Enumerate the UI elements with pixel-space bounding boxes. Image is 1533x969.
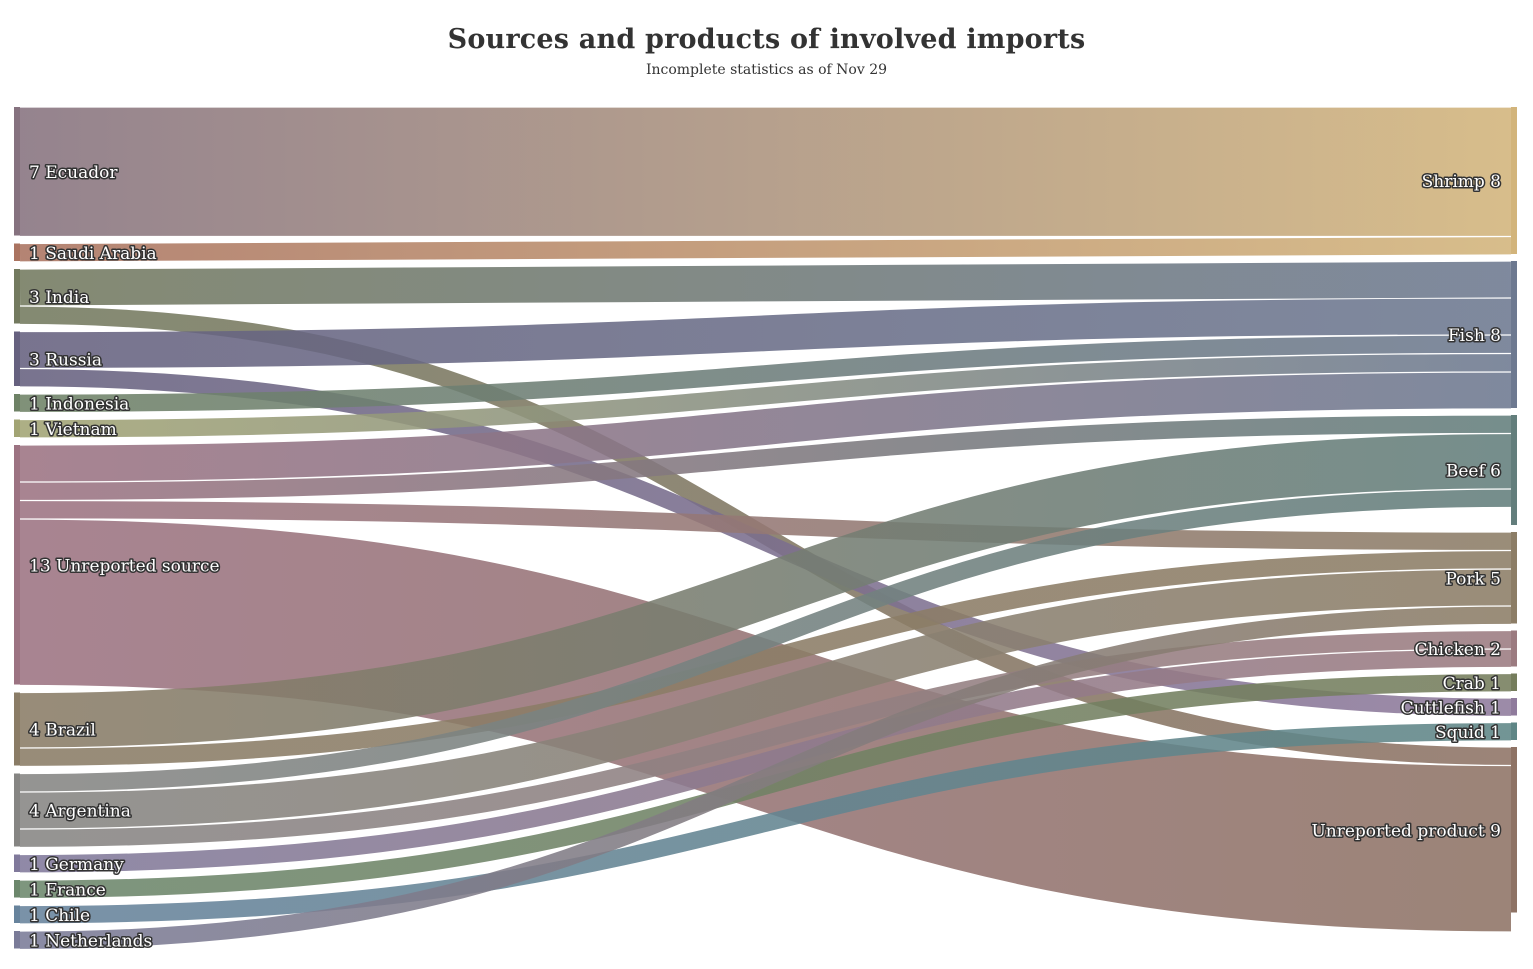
link-argentina-to-chicken bbox=[19, 631, 1512, 847]
link-saudi-arabia-to-shrimp bbox=[19, 237, 1512, 262]
label-chile: 1 Chile bbox=[29, 906, 90, 926]
label-chicken: Chicken 2 bbox=[1415, 640, 1501, 660]
link-netherlands-to-pork bbox=[19, 606, 1512, 949]
node-unreported-source bbox=[14, 445, 20, 685]
link-vietnam-to-fish bbox=[19, 354, 1512, 438]
node-shrimp bbox=[1511, 107, 1517, 254]
node-france bbox=[14, 880, 20, 898]
label-unreported-product: Unreported product 9 bbox=[1311, 821, 1501, 841]
label-saudi-arabia: 1 Saudi Arabia bbox=[29, 244, 157, 264]
label-crab: Crab 1 bbox=[1443, 674, 1501, 694]
label-vietnam: 1 Vietnam bbox=[29, 420, 117, 440]
node-squid bbox=[1511, 722, 1517, 740]
label-indonesia: 1 Indonesia bbox=[29, 394, 129, 414]
label-argentina: 4 Argentina bbox=[29, 802, 131, 822]
node-vietnam bbox=[14, 419, 20, 437]
link-brazil-to-beef bbox=[19, 434, 1512, 748]
chart-title: Sources and products of involved imports bbox=[447, 24, 1086, 55]
label-fish: Fish 8 bbox=[1448, 326, 1501, 346]
label-unreported-source: 13 Unreported source bbox=[29, 556, 220, 576]
sankey-nodes: 7 Ecuador 1 Saudi Arabia 3 India 3 Russia 1 … bbox=[14, 107, 1517, 953]
link-chile-to-squid bbox=[19, 723, 1512, 924]
link-germany-to-chicken bbox=[19, 649, 1512, 873]
label-ecuador: 7 Ecuador bbox=[29, 163, 118, 183]
label-cuttlefish: Cuttlefish 1 bbox=[1401, 698, 1501, 718]
label-shrimp: Shrimp 8 bbox=[1422, 172, 1501, 192]
link-indonesia-to-fish bbox=[19, 335, 1512, 412]
label-india: 3 India bbox=[29, 288, 89, 308]
link-unreported-source-to-unreported-product bbox=[19, 519, 1512, 932]
node-beef bbox=[1511, 415, 1517, 525]
link-russia-to-fish bbox=[19, 298, 1512, 368]
node-chile bbox=[14, 905, 20, 923]
label-beef: Beef 6 bbox=[1446, 462, 1501, 482]
node-crab bbox=[1511, 673, 1517, 691]
node-cuttlefish bbox=[1511, 698, 1517, 716]
node-germany bbox=[14, 854, 20, 872]
node-saudi-arabia bbox=[14, 243, 20, 261]
node-unreported-product bbox=[1511, 747, 1517, 913]
node-argentina bbox=[14, 773, 20, 847]
node-chicken bbox=[1511, 630, 1517, 667]
label-germany: 1 Germany bbox=[29, 855, 124, 875]
sankey-links bbox=[19, 107, 1512, 949]
label-netherlands: 1 Netherlands bbox=[29, 931, 152, 951]
node-russia bbox=[14, 331, 20, 386]
link-unreported-source-to-fish bbox=[19, 372, 1512, 482]
label-brazil: 4 Brazil bbox=[29, 721, 96, 741]
link-unreported-source-to-pork bbox=[19, 501, 1512, 550]
node-pork bbox=[1511, 532, 1517, 624]
node-indonesia bbox=[14, 394, 20, 412]
link-argentina-to-pork bbox=[19, 569, 1512, 829]
link-brazil-to-pork bbox=[19, 551, 1512, 766]
link-india-to-fish bbox=[19, 261, 1512, 306]
node-fish bbox=[1511, 261, 1517, 408]
chart-subtitle: Incomplete statistics as of Nov 29 bbox=[645, 62, 888, 78]
label-pork: Pork 5 bbox=[1445, 569, 1501, 589]
link-argentina-to-beef bbox=[19, 489, 1512, 792]
label-russia: 3 Russia bbox=[29, 350, 102, 370]
node-ecuador bbox=[14, 107, 20, 236]
node-india bbox=[14, 269, 20, 324]
node-brazil bbox=[14, 692, 20, 766]
label-france: 1 France bbox=[29, 880, 106, 900]
node-netherlands bbox=[14, 931, 20, 949]
label-squid: Squid 1 bbox=[1435, 723, 1501, 743]
link-unreported-source-to-beef bbox=[19, 415, 1512, 500]
